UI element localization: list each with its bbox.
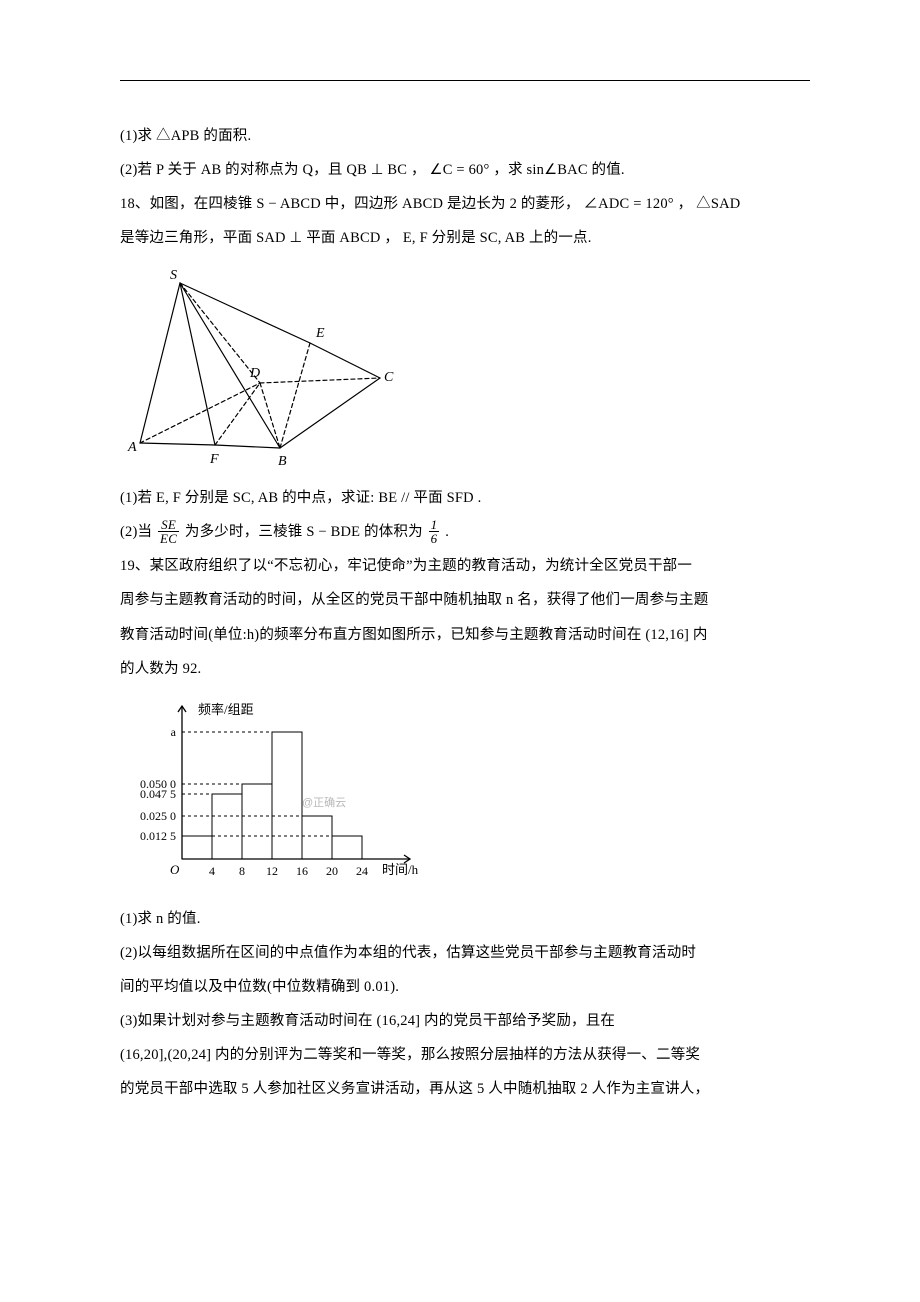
svg-text:24: 24 [356, 864, 368, 878]
fraction-den: EC [158, 532, 179, 546]
fraction-den: 6 [429, 532, 440, 546]
svg-text:0.047 5: 0.047 5 [140, 787, 176, 801]
svg-text:O: O [170, 862, 180, 877]
text-line: (2)若 P 关于 AB 的对称点为 Q，且 QB ⊥ BC ， ∠C = 60… [120, 153, 810, 187]
text-line: 周参与主题教育活动的时间，从全区的党员干部中随机抽取 n 名，获得了他们一周参与… [120, 583, 810, 617]
text-line: 间的平均值以及中位数(中位数精确到 0.01). [120, 970, 810, 1004]
svg-text:频率/组距: 频率/组距 [198, 702, 254, 717]
text-line: (3)如果计划对参与主题教育活动时间在 (16,24] 内的党员干部给予奖励，且… [120, 1004, 810, 1038]
svg-text:0.012 5: 0.012 5 [140, 829, 176, 843]
text-line: 是等边三角形，平面 SAD ⊥ 平面 ABCD ， E, F 分别是 SC, A… [120, 221, 810, 255]
svg-text:C: C [384, 370, 394, 385]
svg-text:D: D [249, 366, 260, 381]
text-line: 的人数为 92. [120, 652, 810, 686]
text-line: 教育活动时间(单位:h)的频率分布直方图如图所示，已知参与主题教育活动时间在 (… [120, 618, 810, 652]
svg-text:8: 8 [239, 864, 245, 878]
svg-text:0.025 0: 0.025 0 [140, 809, 176, 823]
svg-text:S: S [170, 268, 177, 283]
text-line: 的党员干部中选取 5 人参加社区义务宣讲活动，再从这 5 人中随机抽取 2 人作… [120, 1072, 810, 1106]
figure-pyramid: A F B C D E S [120, 263, 810, 473]
text-line: (16,20],(20,24] 内的分别评为二等奖和一等奖，那么按照分层抽样的方… [120, 1038, 810, 1072]
text-line: (1)求 n 的值. [120, 902, 810, 936]
svg-text:时间/h: 时间/h [382, 862, 419, 877]
svg-text:12: 12 [266, 864, 278, 878]
fraction-num: SE [158, 518, 179, 533]
fraction-1-6: 1 6 [429, 518, 440, 546]
text-line: 19、某区政府组织了以“不忘初心，牢记使命”为主题的教育活动，为统计全区党员干部… [120, 549, 810, 583]
svg-text:E: E [315, 326, 325, 341]
text-line: (2)以每组数据所在区间的中点值作为本组的代表，估算这些党员干部参与主题教育活动… [120, 936, 810, 970]
figure-histogram: a0.050 00.047 50.025 00.012 5@正确云4812162… [120, 694, 810, 894]
text-span: 为多少时，三棱锥 S − BDE 的体积为 [185, 524, 427, 540]
text-line: (2)当 SE EC 为多少时，三棱锥 S − BDE 的体积为 1 6 . [120, 515, 810, 549]
svg-text:F: F [209, 452, 219, 467]
page: (1)求 △APB 的面积. (2)若 P 关于 AB 的对称点为 Q，且 QB… [0, 0, 920, 1302]
svg-text:4: 4 [209, 864, 215, 878]
svg-text:B: B [278, 454, 287, 469]
fraction-num: 1 [429, 518, 440, 533]
text-span: (2)当 [120, 524, 156, 540]
header-rule [120, 80, 810, 81]
text-span: . [445, 524, 449, 540]
text-line: 18、如图，在四棱锥 S − ABCD 中，四边形 ABCD 是边长为 2 的菱… [120, 187, 810, 221]
svg-text:16: 16 [296, 864, 308, 878]
fraction-SE-EC: SE EC [158, 518, 179, 546]
svg-text:@正确云: @正确云 [302, 796, 346, 809]
text-line: (1)求 △APB 的面积. [120, 119, 810, 153]
text-line: (1)若 E, F 分别是 SC, AB 的中点，求证: BE // 平面 SF… [120, 481, 810, 515]
svg-text:A: A [127, 440, 137, 455]
svg-text:a: a [171, 725, 177, 739]
svg-text:20: 20 [326, 864, 338, 878]
